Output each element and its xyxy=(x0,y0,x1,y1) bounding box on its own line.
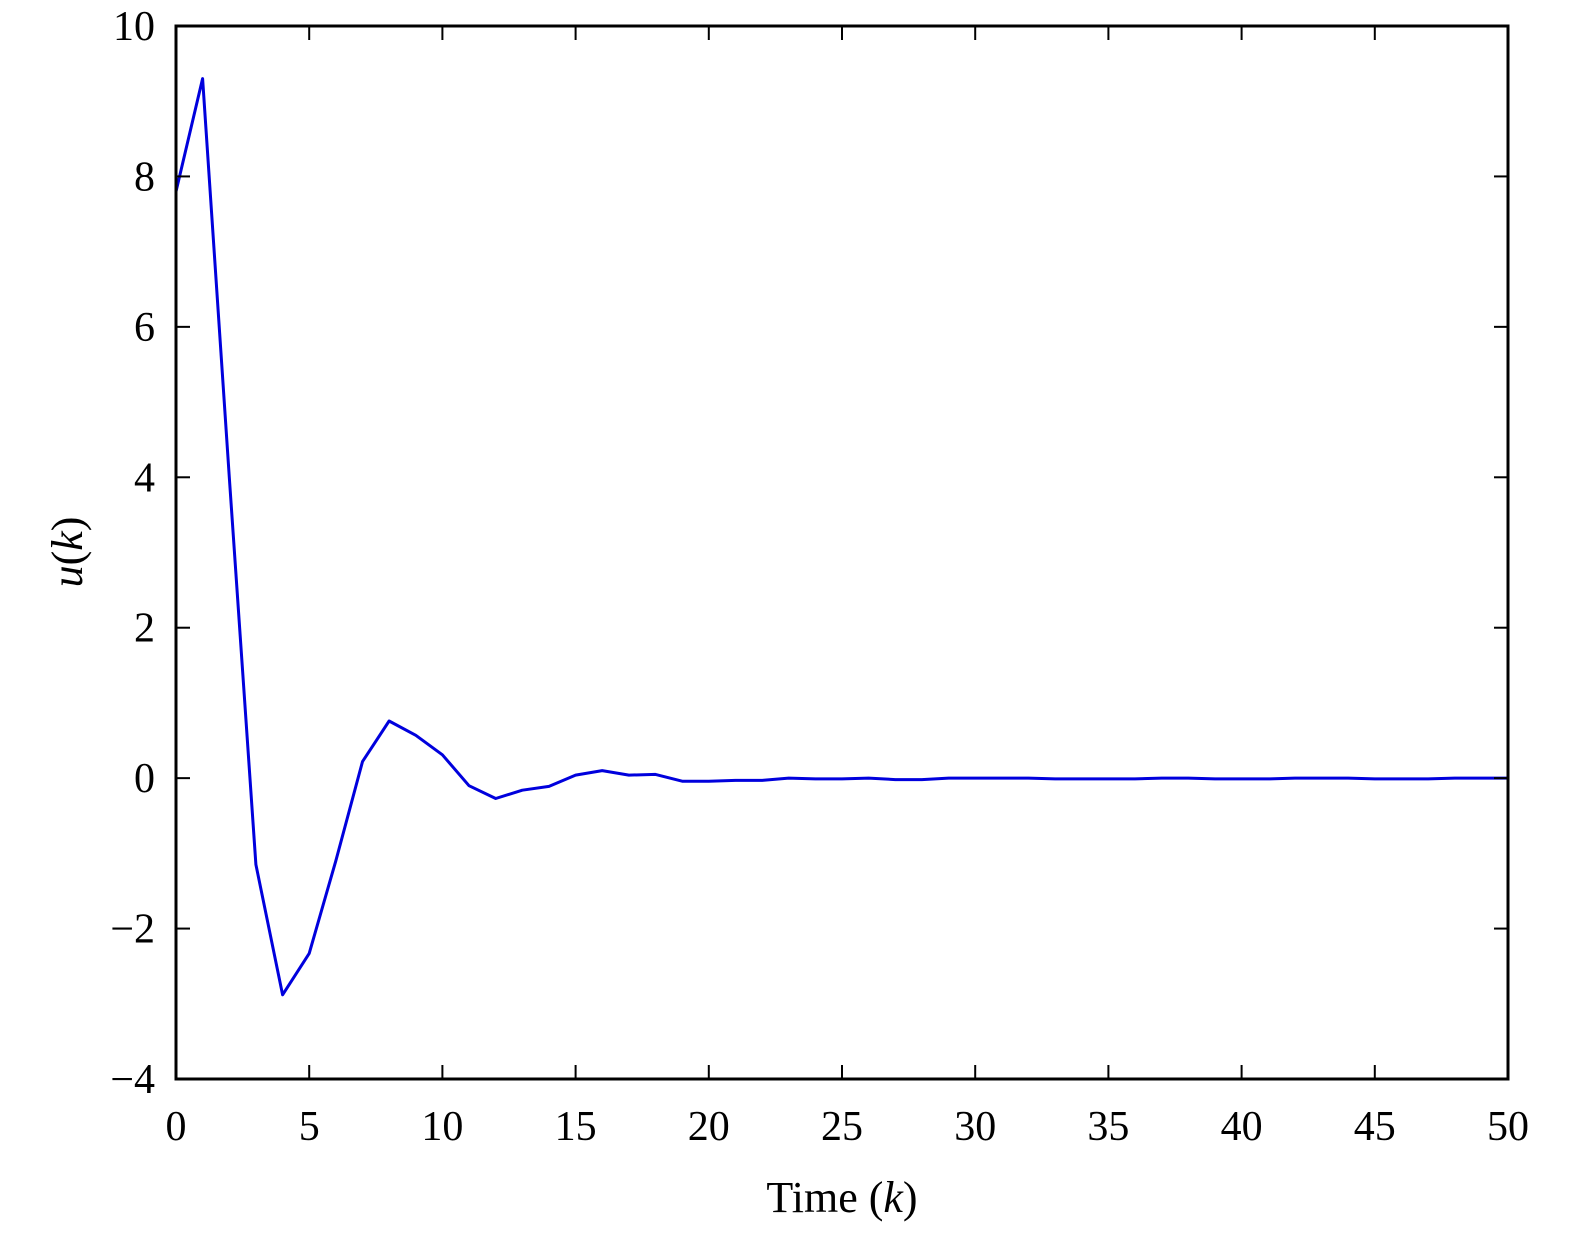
x-tick-label: 30 xyxy=(954,1104,996,1150)
series-u-k xyxy=(174,77,1508,997)
x-tick-label: 0 xyxy=(166,1104,187,1150)
y-axis-title: u(k) xyxy=(43,517,92,588)
x-tick-label: 10 xyxy=(421,1104,463,1150)
y-tick-label: 4 xyxy=(134,455,155,501)
y-tick-label: −4 xyxy=(110,1057,155,1103)
y-tick-label: 6 xyxy=(134,305,155,351)
series-line xyxy=(174,77,1508,997)
y-tick-label: 8 xyxy=(134,154,155,200)
x-axis-ticks: 0 5 10 15 20 25 30 35 40 45 50 xyxy=(166,26,1529,1150)
x-tick-label: 15 xyxy=(555,1104,597,1150)
x-tick-label: 50 xyxy=(1487,1104,1529,1150)
x-tick-label: 45 xyxy=(1354,1104,1396,1150)
x-tick-label: 35 xyxy=(1087,1104,1129,1150)
x-axis-title: Time (k) xyxy=(766,1173,917,1222)
x-tick-label: 20 xyxy=(688,1104,730,1150)
y-tick-label: 0 xyxy=(134,756,155,802)
x-tick-label: 25 xyxy=(821,1104,863,1150)
x-tick-label: 5 xyxy=(299,1104,320,1150)
y-tick-label: −2 xyxy=(110,907,155,953)
y-tick-label: 10 xyxy=(113,4,155,50)
plot-frame xyxy=(174,24,1510,1081)
y-axis-ticks: −4 −2 0 2 4 6 8 10 xyxy=(110,4,1508,1103)
x-tick-label: 40 xyxy=(1221,1104,1263,1150)
y-tick-label: 2 xyxy=(134,606,155,652)
